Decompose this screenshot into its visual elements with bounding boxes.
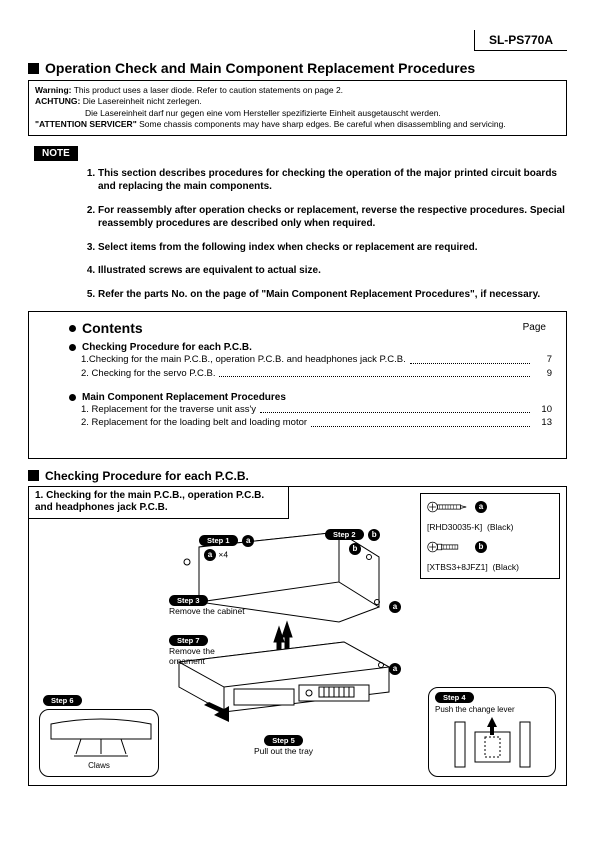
caption-push-lever: Push the change lever — [435, 705, 549, 714]
label-a-solo: a — [389, 663, 401, 675]
claws-diagram — [46, 714, 156, 759]
label-a: a — [242, 535, 254, 547]
toc-line: 2. Checking for the servo P.C.B. 9 — [81, 367, 552, 380]
step1-area: Step 1 a — [199, 535, 254, 547]
toc-text: 1.Checking for the main P.C.B., operatio… — [81, 353, 406, 366]
screw-icon — [427, 500, 469, 514]
bullet-icon — [69, 344, 76, 351]
warning-text-3: Die Lasereinheit darf nur gegen eine vom… — [85, 108, 560, 119]
step5-area: Step 5 Pull out the tray — [254, 735, 313, 756]
note-item: This section describes procedures for ch… — [98, 167, 567, 194]
note-item: Refer the parts No. on the page of "Main… — [98, 288, 567, 302]
label-b: b — [368, 529, 380, 541]
label-a: a — [389, 601, 401, 613]
qty-label: a ×4 — [204, 549, 228, 561]
warning-box: Warning: This product uses a laser diode… — [28, 80, 567, 136]
step-badge: Step 7 — [169, 635, 208, 646]
step2-area: Step 2 b — [325, 529, 380, 541]
step3-area: Step 3 Remove the cabinet — [169, 595, 245, 616]
achtung-label: ACHTUNG: — [35, 96, 80, 106]
caption-pull-tray: Pull out the tray — [254, 746, 313, 756]
toc-line: 1. Replacement for the traverse unit ass… — [81, 403, 552, 416]
label-a-solo: a — [389, 601, 401, 613]
warning-text-1: This product uses a laser diode. Refer t… — [72, 85, 344, 95]
group2-heading: Main Component Replacement Procedures — [69, 392, 552, 403]
screw-legend: a [RHD30035-K] (Black) b [XTBS3+8JFZ1] (… — [420, 493, 560, 579]
toc-line: 2. Replacement for the loading belt and … — [81, 416, 552, 429]
toc-leader — [410, 353, 530, 363]
screw-code-1: [RHD30035-K] (Black) — [427, 522, 553, 532]
label-b: b — [349, 543, 361, 555]
screw-row: b — [427, 540, 553, 554]
toc-text: 2. Replacement for the loading belt and … — [81, 416, 307, 429]
step-badge: Step 1 — [199, 535, 238, 546]
label-a: a — [389, 663, 401, 675]
group2-text: Main Component Replacement Procedures — [82, 392, 286, 403]
caption-remove-cabinet: Remove the cabinet — [169, 606, 245, 616]
lever-diagram — [435, 717, 550, 772]
toc-page: 7 — [534, 353, 552, 366]
toc-text: 1. Replacement for the traverse unit ass… — [81, 403, 256, 416]
heading-text: Operation Check and Main Component Repla… — [45, 60, 475, 76]
step7-area: Step 7 Remove the ornament — [169, 635, 229, 666]
step-badge: Step 5 — [264, 735, 303, 746]
toc-page: 9 — [534, 367, 552, 380]
exploded-diagram — [129, 527, 409, 727]
screw-label-a: a — [475, 501, 487, 513]
bullet-icon — [69, 394, 76, 401]
note-badge: NOTE — [34, 146, 78, 161]
step-badge: Step 4 — [435, 692, 474, 703]
screw-label-b: b — [475, 541, 487, 553]
step4-callout: Step 4 Push the change lever — [428, 687, 556, 777]
group1-heading: Checking Procedure for each P.C.B. — [69, 342, 552, 353]
toc-line: 1.Checking for the main P.C.B., operatio… — [81, 353, 552, 366]
screw-row: a — [427, 500, 553, 514]
warning-text-4: Some chassis components may have sharp e… — [137, 119, 506, 129]
caption-claws: Claws — [46, 761, 152, 770]
toc-leader — [219, 367, 530, 377]
page-label: Page — [523, 322, 546, 333]
bullet-icon — [69, 325, 76, 332]
note-item: Select items from the following index wh… — [98, 241, 567, 255]
toc-leader — [260, 403, 530, 413]
step6-badge: Step 6 — [43, 695, 82, 706]
qty-text: ×4 — [218, 549, 228, 559]
warning-text-2: Die Lasereinheit nicht zerlegen. — [80, 96, 201, 106]
toc-leader — [311, 416, 530, 426]
step-badge: Step 6 — [43, 695, 82, 706]
toc-page: 13 — [534, 416, 552, 429]
model-number: SL-PS770A — [474, 30, 567, 51]
note-item: Illustrated screws are equivalent to act… — [98, 264, 567, 278]
screw-icon — [427, 540, 469, 554]
servicer-label: "ATTENTION SERVICER" — [35, 119, 137, 129]
section-heading: Checking Procedure for each P.C.B. — [28, 469, 567, 483]
square-bullet-icon — [28, 470, 39, 481]
notes-list: This section describes procedures for ch… — [98, 167, 567, 302]
toc-page: 10 — [534, 403, 552, 416]
step-badge: Step 3 — [169, 595, 208, 606]
label-b-solo: b — [349, 543, 361, 555]
warning-label: Warning: — [35, 85, 72, 95]
diagram-subtitle: 1. Checking for the main P.C.B., operati… — [29, 487, 289, 519]
group1-text: Checking Procedure for each P.C.B. — [82, 342, 252, 353]
contents-title: Contents — [82, 320, 143, 336]
screw-code-2: [XTBS3+8JFZ1] (Black) — [427, 562, 553, 572]
step6-callout: Claws — [39, 709, 159, 777]
label-a: a — [204, 549, 216, 561]
contents-heading: Contents — [69, 320, 552, 336]
note-item: For reassembly after operation checks or… — [98, 204, 567, 231]
square-bullet-icon — [28, 63, 39, 74]
section-text: Checking Procedure for each P.C.B. — [45, 469, 249, 483]
contents-box: Page Contents Checking Procedure for eac… — [28, 311, 567, 458]
main-heading: Operation Check and Main Component Repla… — [28, 60, 567, 76]
diagram-box: 1. Checking for the main P.C.B., operati… — [28, 486, 567, 786]
toc-text: 2. Checking for the servo P.C.B. — [81, 367, 215, 380]
caption-remove-ornament: Remove the ornament — [169, 646, 229, 666]
step-badge: Step 2 — [325, 529, 364, 540]
